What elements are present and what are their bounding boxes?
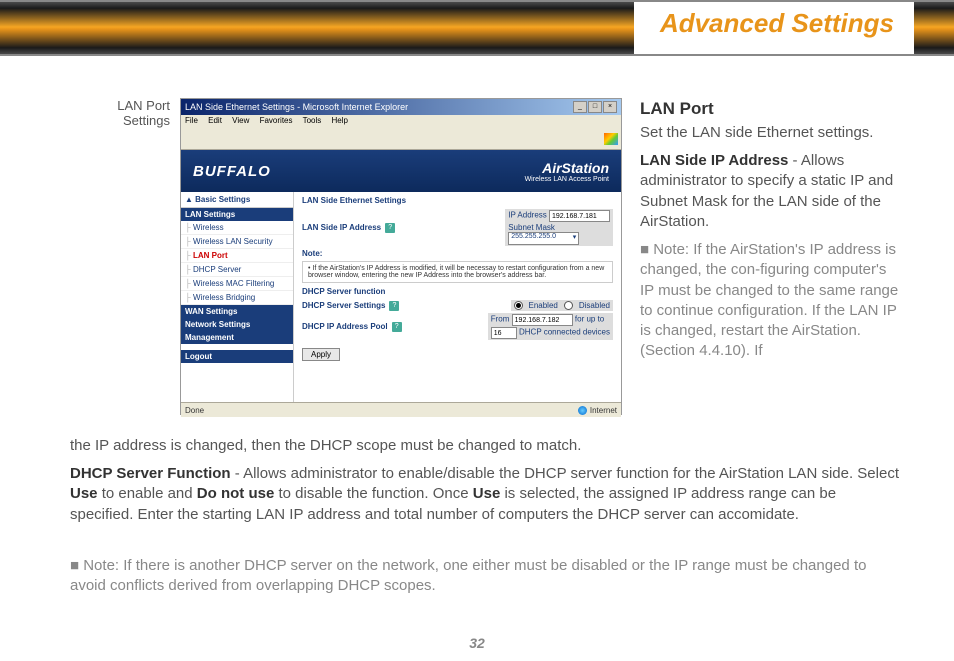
ip-field-label: IP Address (508, 211, 547, 220)
ie-titlebar: LAN Side Ethernet Settings - Microsoft I… (181, 99, 621, 115)
maximize-icon[interactable]: □ (588, 101, 602, 113)
subnet-mask-select[interactable]: 255.255.255.0▾ (508, 232, 579, 245)
page-title: Advanced Settings (660, 8, 894, 39)
close-icon[interactable]: × (603, 101, 617, 113)
mask-field-label: Subnet Mask (508, 223, 555, 232)
dhcp-disabled-radio[interactable] (564, 301, 573, 310)
dhcp-heading: DHCP Server function (302, 287, 613, 296)
note-label: Note: (302, 249, 613, 258)
doc-continuation: the IP address is changed, then the DHCP… (70, 436, 900, 456)
product-name: AirStation (525, 160, 609, 176)
nav-logout[interactable]: Logout (181, 350, 293, 363)
brand-logo: BUFFALO (193, 163, 271, 180)
dhcp-settings-label: DHCP Server Settings (302, 301, 385, 310)
help-icon[interactable]: ? (385, 223, 395, 233)
status-text: Done (185, 406, 204, 415)
nav-wlan-security[interactable]: Wireless LAN Security (181, 235, 293, 249)
nav-wireless-bridging[interactable]: Wireless Bridging (181, 291, 293, 305)
lan-port-intro: Set the LAN side Ethernet settings. (640, 123, 900, 143)
doc-right-column: LAN Port Set the LAN side Ethernet setti… (640, 98, 900, 370)
nav-wireless[interactable]: Wireless (181, 221, 293, 235)
router-screenshot: LAN Side Ethernet Settings - Microsoft I… (180, 98, 622, 415)
lan-port-heading: LAN Port (640, 98, 900, 121)
ie-toolbar (181, 131, 621, 150)
product-banner: BUFFALO AirStation Wireless LAN Access P… (181, 150, 621, 192)
menu-favorites[interactable]: Favorites (260, 116, 293, 125)
ie-menubar: File Edit View Favorites Tools Help (181, 115, 621, 131)
page-number: 32 (0, 635, 954, 651)
product-subtitle: Wireless LAN Access Point (525, 176, 609, 183)
nav-basic-settings[interactable]: ▲ Basic Settings (181, 192, 293, 208)
nav-management-section[interactable]: Management (181, 331, 293, 344)
nav-lan-port[interactable]: LAN Port (181, 249, 293, 263)
menu-tools[interactable]: Tools (303, 116, 322, 125)
help-icon[interactable]: ? (392, 322, 402, 332)
window-title: LAN Side Ethernet Settings - Microsoft I… (185, 102, 408, 112)
ie-logo-icon (604, 133, 618, 145)
internet-zone-icon (578, 406, 587, 415)
menu-file[interactable]: File (185, 116, 198, 125)
doc-dhcp-paragraph: DHCP Server Function - Allows administra… (70, 464, 900, 525)
ip-address-label: LAN Side IP Address (302, 223, 381, 232)
screenshot-caption: LAN Port Settings (90, 98, 170, 128)
dhcp-enabled-radio[interactable] (514, 301, 523, 310)
nav-lan-section[interactable]: LAN Settings (181, 208, 293, 221)
doc-note-1: ■ Note: If the AirStation's IP address i… (640, 240, 900, 362)
help-icon[interactable]: ? (389, 301, 399, 311)
nav-sidebar: ▲ Basic Settings LAN Settings Wireless W… (181, 192, 294, 402)
apply-button[interactable]: Apply (302, 348, 340, 361)
lan-ip-bold: LAN Side IP Address (640, 152, 788, 169)
doc-note-2: ■ Note: If there is another DHCP server … (70, 556, 900, 597)
ie-statusbar: Done Internet (181, 402, 621, 417)
nav-mac-filtering[interactable]: Wireless MAC Filtering (181, 277, 293, 291)
dhcp-from-input[interactable] (512, 314, 573, 326)
menu-help[interactable]: Help (332, 116, 348, 125)
nav-dhcp-server[interactable]: DHCP Server (181, 263, 293, 277)
menu-edit[interactable]: Edit (208, 116, 222, 125)
ip-address-input[interactable] (549, 210, 610, 222)
panel-heading: LAN Side Ethernet Settings (302, 196, 613, 205)
dhcp-pool-label: DHCP IP Address Pool (302, 322, 388, 331)
nav-network-section[interactable]: Network Settings (181, 318, 293, 331)
settings-panel: LAN Side Ethernet Settings LAN Side IP A… (294, 192, 621, 402)
zone-text: Internet (590, 406, 617, 415)
menu-view[interactable]: View (232, 116, 249, 125)
nav-wan-section[interactable]: WAN Settings (181, 305, 293, 318)
note-box: • If the AirStation's IP Address is modi… (302, 261, 613, 283)
minimize-icon[interactable]: _ (573, 101, 587, 113)
dhcp-count-input[interactable] (491, 327, 517, 339)
